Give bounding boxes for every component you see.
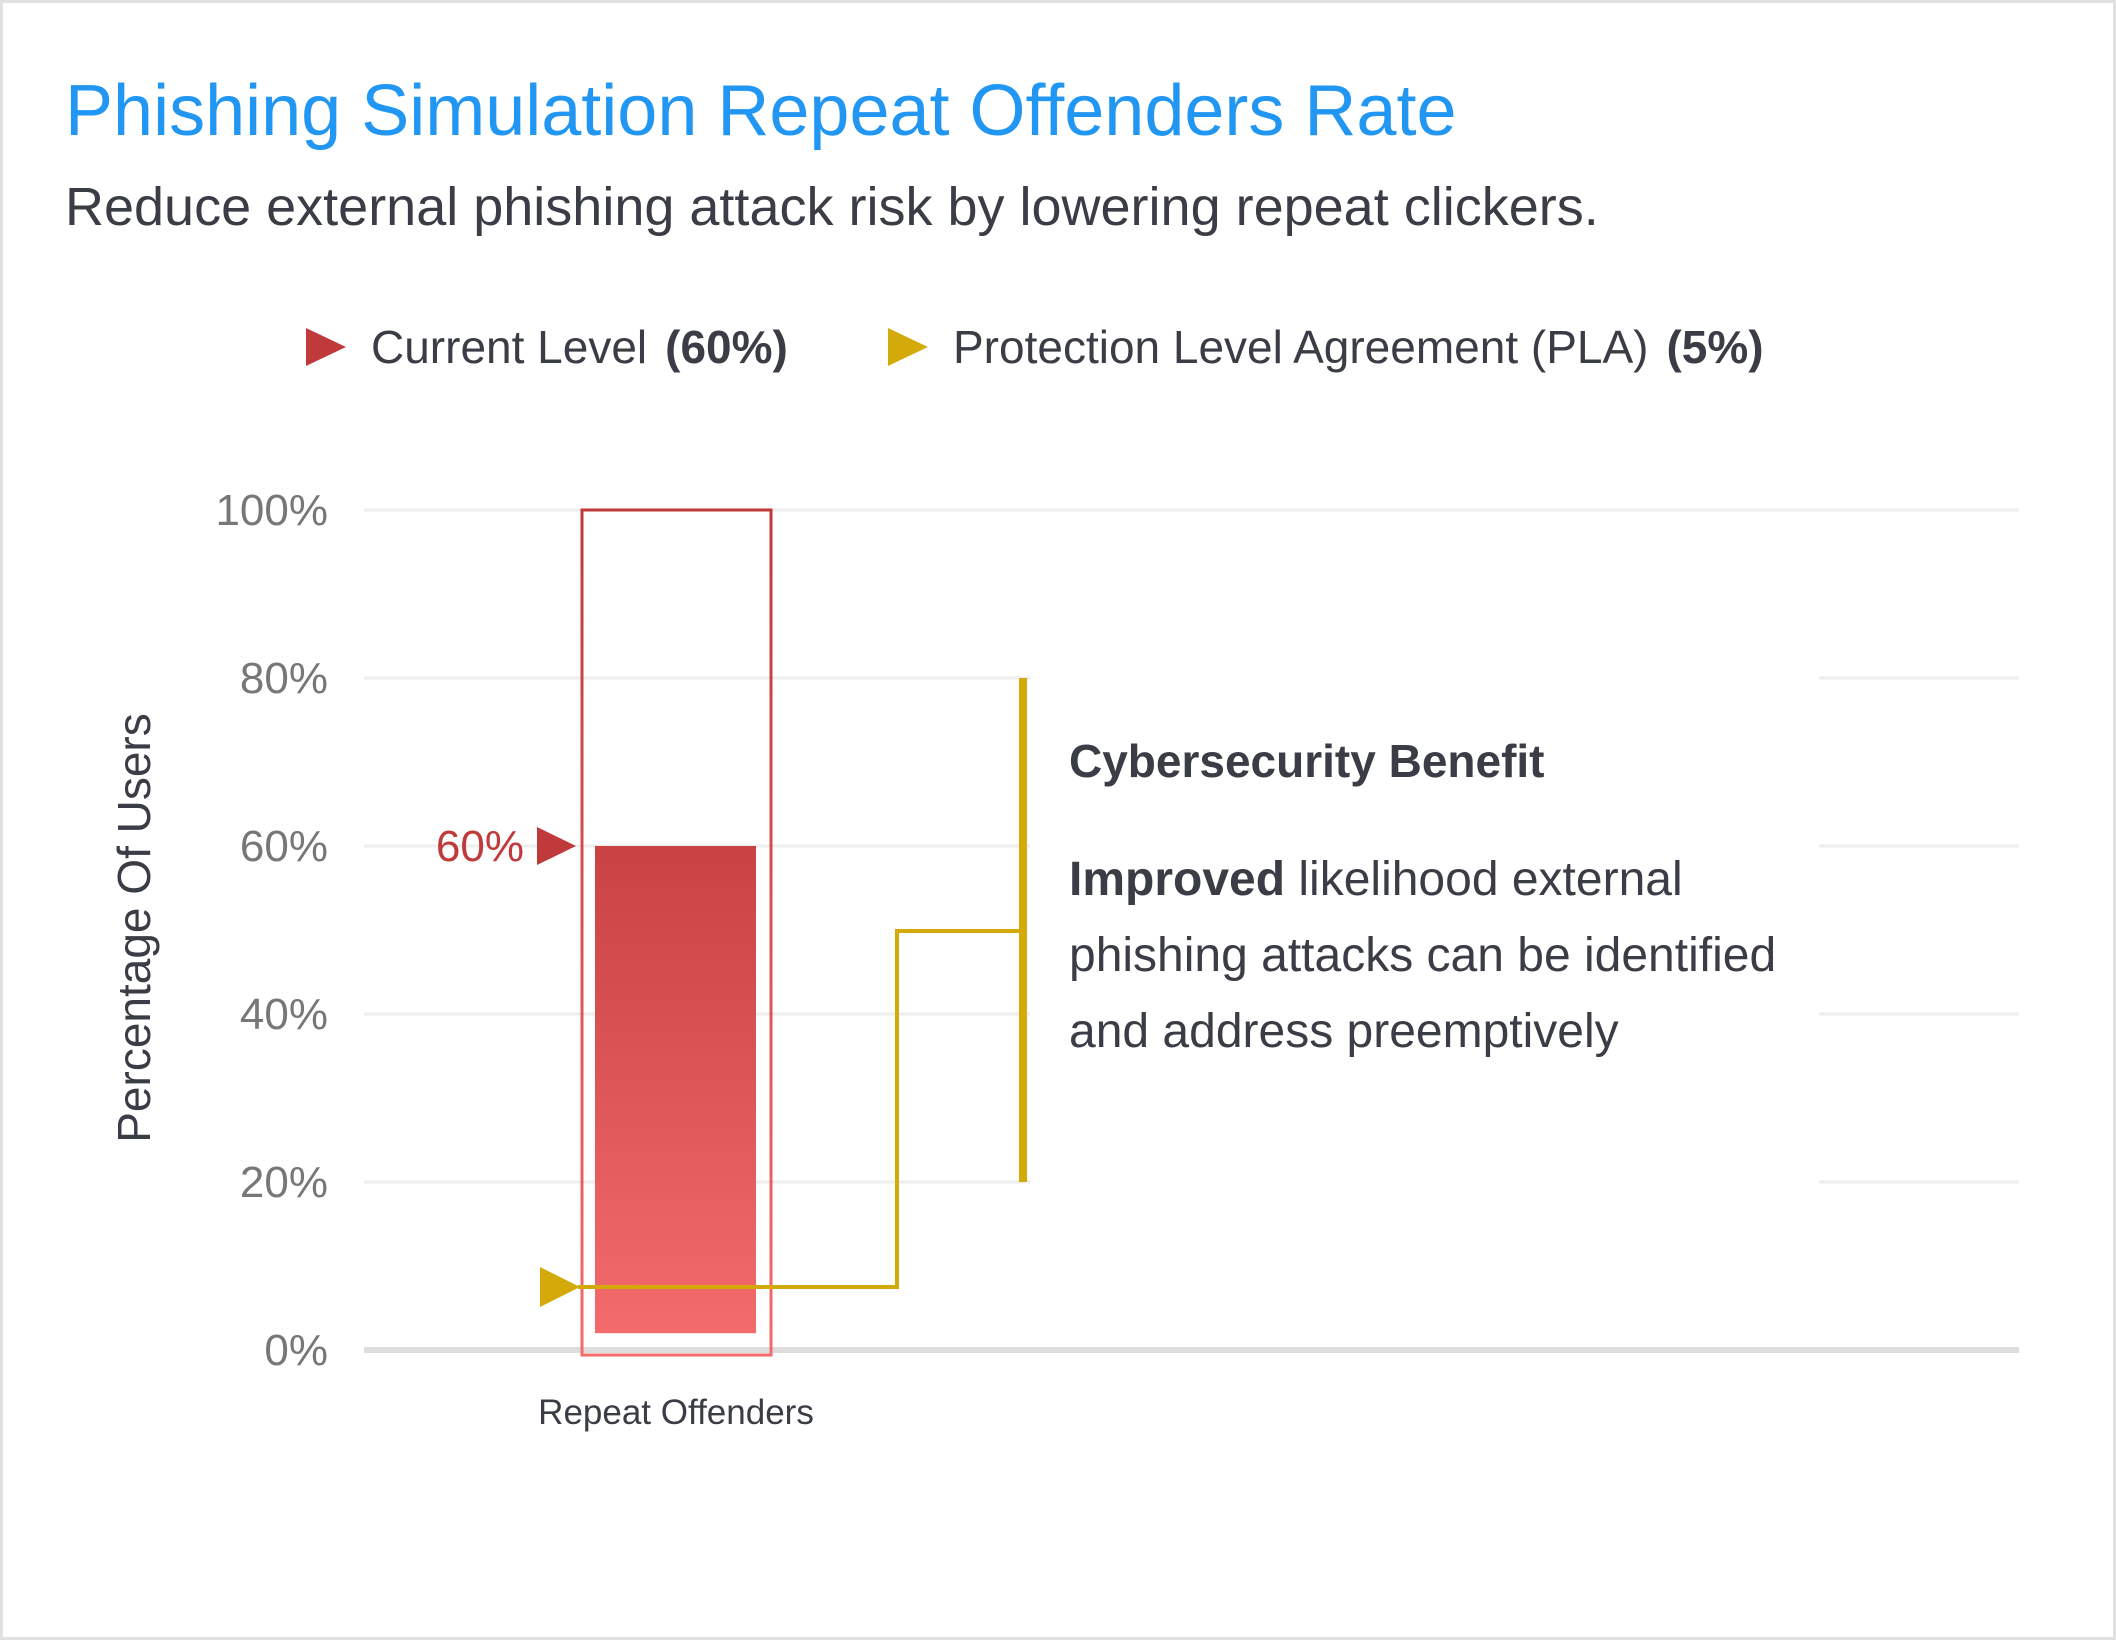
y-tick-label: 20% (240, 1158, 328, 1207)
chart-title: Phishing Simulation Repeat Offenders Rat… (65, 71, 1457, 151)
x-tick-label: Repeat Offenders (538, 1393, 814, 1432)
benefit-bold: Improved (1069, 853, 1286, 906)
triangle-right-icon (888, 328, 928, 366)
chart-subtitle: Reduce external phishing attack risk by … (65, 177, 1599, 237)
y-tick-label: 100% (215, 486, 328, 535)
bar (595, 846, 756, 1334)
legend-value: (60%) (665, 321, 788, 373)
legend-current-level: Current Level (60%) (306, 320, 788, 374)
bar-outline (580, 508, 773, 1357)
y-tick-label: 60% (240, 822, 328, 871)
legend-label: Protection Level Agreement (PLA) (953, 321, 1649, 373)
legend-value: (5%) (1666, 321, 1764, 373)
triangle-right-icon (306, 328, 346, 366)
pla-marker-icon (540, 1267, 580, 1307)
y-tick-label: 0% (264, 1326, 328, 1375)
pla-connector-line (578, 929, 1023, 1289)
benefit-text: Improved likelihood external phishing at… (1069, 842, 1789, 1070)
benefit-body: likelihood external phishing attacks can… (1069, 853, 1777, 1058)
current-value-label: 60% (436, 822, 524, 871)
current-marker-icon (537, 827, 576, 865)
y-tick-label: 40% (240, 990, 328, 1039)
legend-label: Current Level (371, 321, 648, 373)
y-tick-label: 80% (240, 654, 328, 703)
benefit-title: Cybersecurity Benefit (1069, 735, 1545, 787)
y-axis-label: Percentage Of Users (108, 713, 160, 1143)
legend-pla: Protection Level Agreement (PLA) (5%) (888, 320, 1764, 374)
annotation-backdrop (1030, 600, 1819, 1220)
